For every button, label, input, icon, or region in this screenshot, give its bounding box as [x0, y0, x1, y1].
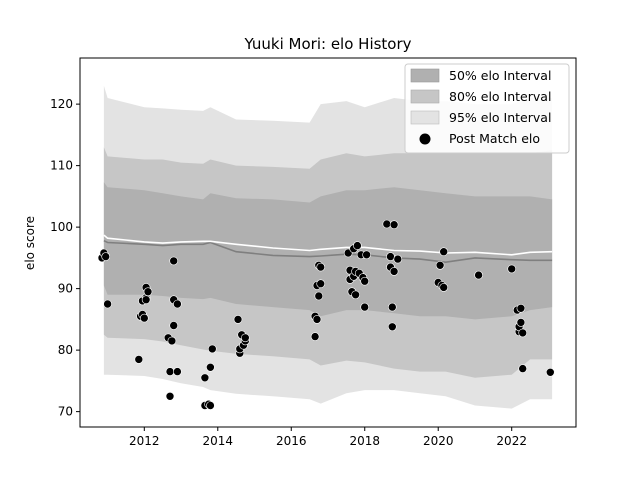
post-match-point: [165, 367, 175, 376]
x-tick-label: 2020: [423, 434, 454, 448]
post-match-point: [316, 262, 326, 272]
post-match-point: [310, 332, 320, 341]
post-match-point: [360, 302, 370, 312]
y-tick-label: 120: [50, 97, 73, 111]
post-match-point: [351, 290, 360, 300]
x-axis-ticks: 2012 2014 2016 2018 2020 2022: [129, 427, 527, 448]
chart-title: Yuuki Mori: elo History: [243, 35, 411, 53]
post-match-point: [474, 270, 483, 280]
x-tick-label: 2014: [203, 434, 234, 448]
post-match-point: [312, 315, 322, 324]
post-match-point: [169, 256, 178, 266]
interval-bands: [103, 85, 553, 409]
post-match-point: [360, 276, 370, 286]
post-match-point: [382, 219, 392, 229]
post-match-point: [389, 220, 399, 229]
post-match-point: [233, 315, 243, 324]
post-match-point: [173, 367, 182, 376]
post-match-point: [353, 241, 362, 250]
x-tick-label: 2012: [129, 434, 160, 448]
post-match-point: [439, 283, 449, 292]
x-tick-label: 2022: [496, 434, 527, 448]
post-match-point: [141, 295, 151, 305]
post-match-point: [140, 313, 149, 323]
post-match-point: [393, 254, 403, 264]
post-match-point: [439, 247, 449, 256]
x-tick-label: 2016: [276, 434, 307, 448]
legend-box: [404, 63, 570, 154]
legend-swatch-50: [410, 68, 440, 83]
legend-label-50: 50% elo Interval: [449, 68, 551, 83]
y-tick-label: 110: [50, 159, 73, 173]
post-match-point: [101, 252, 110, 261]
chart-legend: 50% elo Interval 80% elo Interval 95% el…: [404, 63, 570, 154]
post-match-point: [387, 302, 397, 312]
post-match-point: [165, 391, 175, 401]
post-match-point: [316, 279, 326, 289]
post-match-point: [208, 344, 217, 354]
legend-label-95: 95% elo Interval: [449, 110, 551, 125]
post-match-point: [169, 321, 178, 330]
legend-label-80: 80% elo Interval: [449, 89, 551, 104]
post-match-point: [435, 260, 445, 270]
post-match-point: [387, 322, 397, 332]
post-match-point: [173, 299, 182, 309]
y-axis-label: elo score: [23, 216, 37, 270]
post-match-point: [200, 373, 210, 383]
post-match-point: [507, 264, 517, 274]
median-elo-line: [103, 234, 553, 256]
post-match-point: [314, 291, 324, 301]
post-match-point: [386, 252, 395, 261]
post-match-points: [97, 219, 555, 410]
plot-area: [97, 85, 555, 410]
post-match-point: [516, 303, 526, 313]
post-match-point: [206, 362, 215, 372]
y-tick-label: 90: [58, 282, 73, 296]
post-match-point: [143, 287, 153, 297]
post-match-point: [545, 367, 555, 377]
plot-frame: [79, 57, 577, 428]
post-match-point: [134, 355, 144, 364]
y-tick-label: 100: [50, 220, 73, 234]
post-match-point: [516, 318, 526, 327]
x-tick-label: 2018: [349, 434, 380, 448]
post-match-point: [167, 336, 177, 346]
y-axis-ticks: 70 80 90 100 110 120: [50, 97, 80, 419]
y-tick-label: 80: [58, 343, 73, 357]
post-match-point: [362, 250, 371, 260]
y-tick-label: 70: [58, 405, 73, 419]
mean-elo-line: [103, 239, 553, 264]
legend-label-post-match: Post Match elo: [449, 131, 540, 146]
post-match-point: [518, 364, 528, 373]
legend-swatch-95: [410, 110, 440, 125]
post-match-point: [206, 401, 215, 410]
legend-marker-post-match: [419, 133, 431, 145]
post-match-point: [389, 267, 399, 276]
post-match-point: [241, 333, 250, 343]
legend-swatch-80: [410, 89, 440, 104]
post-match-point: [518, 328, 528, 338]
post-match-point: [103, 299, 112, 309]
